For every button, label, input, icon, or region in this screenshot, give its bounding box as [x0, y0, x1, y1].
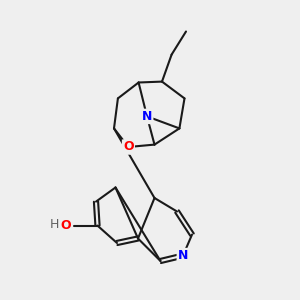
Text: N: N	[142, 110, 152, 123]
Text: N: N	[178, 249, 188, 262]
Text: H: H	[50, 218, 60, 231]
Text: O: O	[123, 140, 134, 154]
Text: O: O	[61, 219, 71, 232]
